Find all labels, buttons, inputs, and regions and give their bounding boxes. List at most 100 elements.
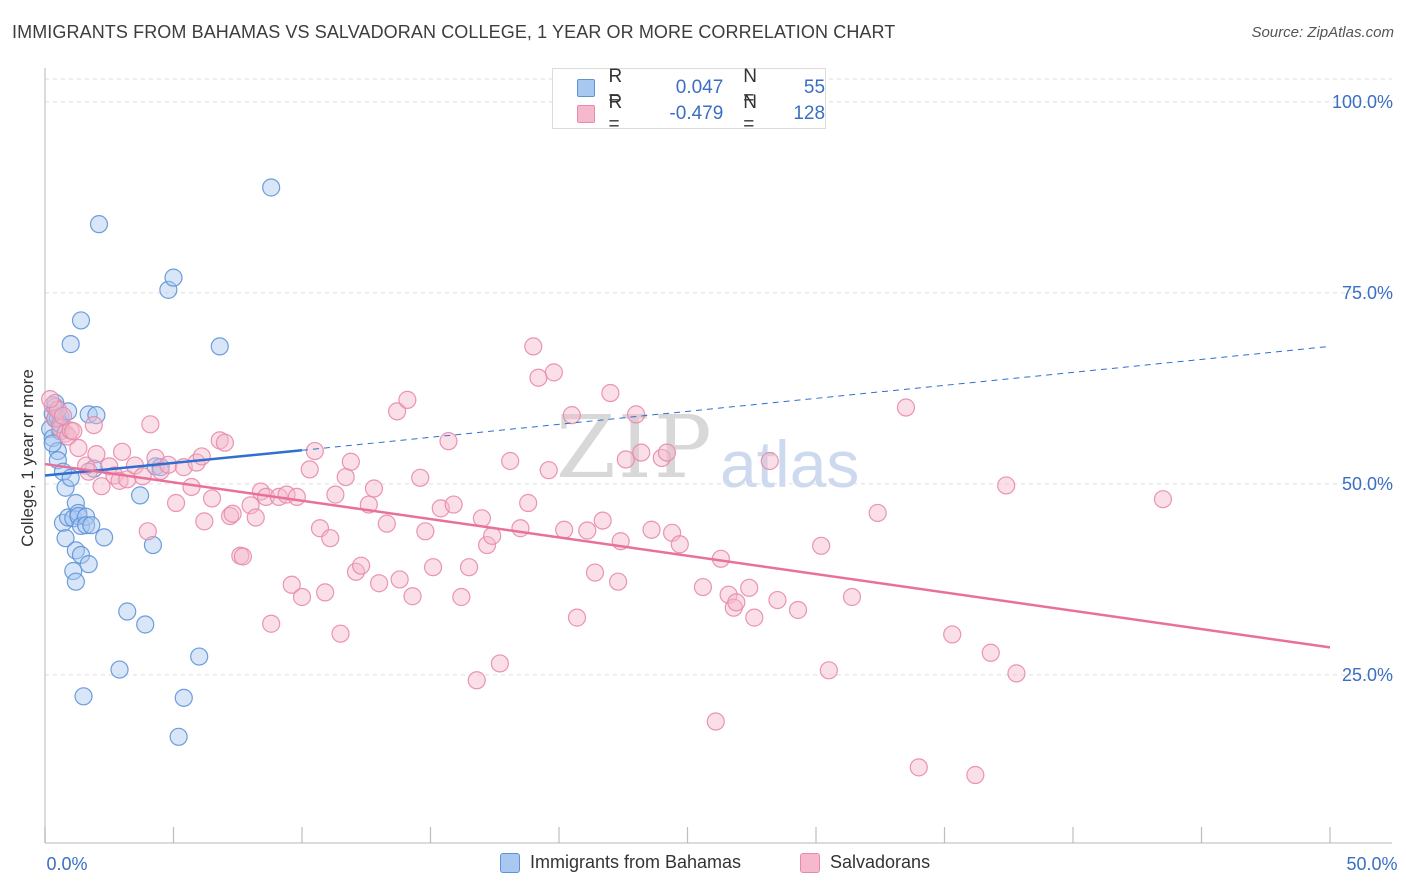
legend-item-bahamas[interactable]: Immigrants from Bahamas	[500, 852, 741, 873]
bahamas-point	[118, 602, 137, 621]
y-tick-labels: 25.0% 50.0% 75.0% 100.0%	[1332, 92, 1393, 685]
salvadorans-point	[282, 575, 301, 594]
salvadorans-point	[472, 509, 491, 528]
n-label: N =	[743, 92, 758, 135]
salvadorans-point	[670, 535, 689, 554]
salvadorans-point	[398, 390, 417, 409]
bahamas-legend-swatch	[500, 852, 520, 873]
salvadorans-point	[112, 442, 132, 461]
salvadorans-point	[868, 503, 887, 523]
bahamas-point	[79, 555, 98, 574]
salvadorans-point	[768, 590, 787, 610]
x-tick-label-min: 0.0%	[46, 854, 87, 874]
salvadorans-point	[87, 445, 106, 464]
watermark-atlas: atlas	[720, 427, 860, 501]
salvadorans-point	[642, 520, 661, 539]
salvadorans-point	[555, 520, 574, 539]
bahamas-point	[71, 311, 91, 330]
salvadorans-point	[69, 438, 88, 458]
salvadorans-point	[609, 572, 628, 591]
salvadorans-point	[110, 471, 129, 490]
salvadorans-point	[141, 415, 160, 434]
salvadorans-point	[727, 593, 746, 612]
bahamas-point	[71, 545, 91, 565]
salvadorans-point	[352, 556, 371, 575]
bahamas-point	[164, 268, 183, 287]
y-tick-label: 100.0%	[1332, 92, 1393, 112]
salvadorans-point	[377, 514, 396, 533]
series-salvadorans-points	[41, 337, 1173, 785]
salvadorans-point	[341, 452, 360, 471]
bahamas-swatch	[577, 79, 595, 97]
bahamas-point	[61, 335, 80, 354]
grid-lines	[45, 78, 1392, 676]
y-tick-label: 50.0%	[1342, 474, 1393, 494]
salvadorans-point	[84, 415, 103, 435]
salvadorans-point	[578, 521, 597, 540]
bahamas-point	[143, 535, 163, 555]
salvadorans-point	[202, 489, 222, 508]
salvadorans-point	[467, 671, 486, 690]
salvadorans-trend-line	[44, 462, 1331, 649]
salvadorans-point	[524, 337, 543, 356]
legend-item-salvadorans[interactable]: Salvadorans	[800, 852, 930, 873]
legend-label-bahamas: Immigrants from Bahamas	[530, 852, 742, 872]
salvadorans-point	[246, 508, 265, 527]
salvadorans-point	[896, 398, 916, 417]
bahamas-point	[53, 513, 73, 532]
bahamas-point	[210, 337, 229, 356]
salvadorans-point	[529, 368, 548, 387]
salvadorans-point	[223, 504, 242, 523]
stats-row-salvadorans: R = -0.479 N = 128	[553, 92, 825, 135]
salvadorans-point	[336, 467, 355, 487]
r-label: R =	[608, 92, 623, 135]
salvadorans-point	[292, 587, 312, 607]
stats-row-bahamas: R = 0.047 N = 55	[553, 66, 826, 109]
salvadorans-point	[53, 406, 73, 426]
bahamas-point	[43, 434, 62, 453]
salvadorans-point	[166, 493, 186, 513]
salvadorans-point	[390, 570, 409, 589]
salvadorans-point	[760, 451, 779, 471]
salvadorans-point	[1153, 490, 1173, 509]
salvadorans-point	[657, 443, 677, 462]
legend-label-salvadorans: Salvadorans	[830, 852, 931, 872]
salvadorans-point	[909, 758, 928, 777]
y-tick-label: 25.0%	[1342, 665, 1393, 685]
salvadorans-point	[92, 477, 111, 496]
salvadorans-point	[745, 608, 764, 627]
salvadorans-point	[452, 587, 471, 607]
y-axis-label: College, 1 year or more	[18, 369, 37, 547]
salvadorans-point	[416, 522, 435, 541]
salvadorans-point	[593, 511, 612, 530]
salvadorans-point	[305, 441, 324, 461]
bahamas-point	[56, 529, 75, 548]
salvadorans-point	[403, 587, 422, 606]
salvadorans-point	[511, 519, 530, 538]
n-label: N =	[743, 66, 758, 109]
salvadorans-point	[459, 558, 479, 577]
salvadorans-point	[192, 447, 211, 466]
salvadorans-point	[138, 522, 157, 541]
salvadorans-point	[490, 654, 509, 673]
bahamas-point	[56, 478, 75, 497]
bahamas-point	[66, 572, 85, 591]
salvadorans-point	[997, 476, 1016, 495]
bahamas-point	[169, 727, 188, 746]
salvadorans-point	[740, 578, 759, 597]
bahamas-point	[74, 687, 93, 706]
salvadorans-point	[943, 625, 962, 644]
n-value-bahamas: 55	[803, 77, 826, 98]
salvadorans-swatch	[577, 105, 595, 123]
salvadorans-point	[370, 574, 389, 593]
salvadorans-point	[64, 422, 83, 441]
salvadorans-point	[966, 765, 985, 785]
salvadorans-point	[387, 402, 407, 421]
salvadorans-point	[215, 433, 234, 452]
salvadorans-point	[331, 624, 350, 643]
trend-lines	[44, 345, 1331, 649]
bahamas-point	[89, 215, 109, 234]
salvadorans-point	[585, 563, 605, 582]
r-label: R =	[608, 66, 623, 109]
